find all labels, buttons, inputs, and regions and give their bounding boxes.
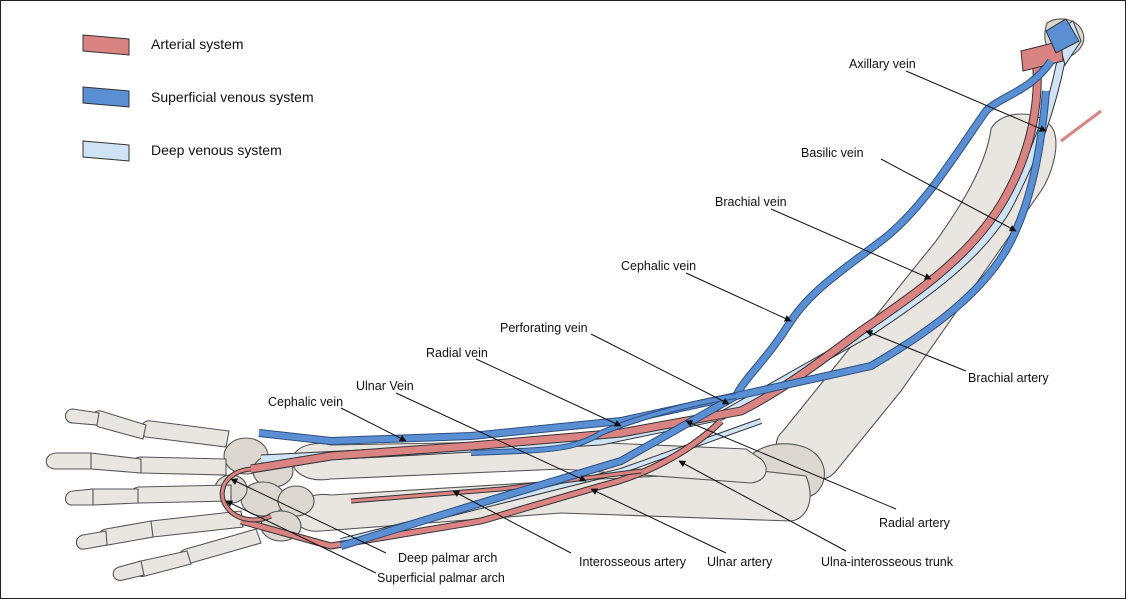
phalanx-bone: [45, 452, 92, 470]
pointer-superficial-palmar-arch: [225, 500, 377, 574]
label-brachial-vein: Brachial vein: [715, 195, 787, 209]
legend-label-deep-venous: Deep venous system: [151, 142, 282, 158]
legend-item-superficial-venous: Superficial venous system: [82, 86, 314, 108]
legend-swatch-arterial: [82, 34, 130, 56]
phalanx-bone: [91, 410, 147, 440]
label-deep-palmar-arch: Deep palmar arch: [398, 551, 497, 565]
metacarpal-bone: [142, 510, 244, 538]
label-ulnar-artery: Ulnar artery: [707, 555, 773, 569]
legend-swatch-superficial-venous: [82, 86, 130, 108]
cephalic-vein: [258, 59, 1054, 445]
legend-item-deep-venous: Deep venous system: [82, 140, 282, 162]
phalanx-bone: [64, 408, 100, 426]
pointer-perforating-vein: [590, 333, 730, 405]
pointer-cephalic-vein-upper: [685, 272, 792, 322]
arterial-vessels: [219, 40, 1102, 550]
basilic-vein: [340, 90, 1049, 549]
label-ulna-interosseous-trunk: Ulna-interosseous trunk: [821, 555, 954, 569]
phalanx-bone: [75, 530, 108, 550]
pointer-interosseous-artery: [452, 490, 572, 554]
interosseous-artery: [350, 469, 642, 503]
axillary-vein-top: [1045, 18, 1080, 54]
metacarpal-bone: [129, 484, 232, 504]
label-perforating-vein: Perforating vein: [500, 321, 588, 335]
label-interosseous-artery: Interosseous artery: [579, 555, 687, 569]
pointer-deep-palmar-arch: [230, 478, 387, 554]
metacarpal-bone: [140, 420, 230, 448]
metacarpal-bone: [131, 456, 227, 476]
label-radial-vein: Radial vein: [426, 346, 488, 360]
pointer-brachial-artery: [865, 330, 967, 372]
labels: Axillary vein Basilic vein Brachial vein…: [268, 57, 1049, 585]
perforating-vein: [470, 394, 737, 455]
label-brachial-artery: Brachial artery: [968, 371, 1049, 385]
label-pointers: [225, 70, 1047, 574]
phalanx-bone: [64, 488, 94, 506]
label-ulnar-vein: Ulnar Vein: [356, 379, 414, 393]
label-axillary-vein: Axillary vein: [849, 57, 916, 71]
legend-item-arterial: Arterial system: [82, 34, 244, 56]
label-superficial-palmar-arch: Superficial palmar arch: [377, 571, 505, 585]
pointer-ulnar-vein: [395, 392, 587, 482]
superficial-venous-vessels: [258, 18, 1080, 550]
brachial-radial-artery: [250, 55, 1041, 473]
pointer-brachial-vein: [770, 208, 932, 280]
pointer-radial-artery: [685, 420, 897, 510]
legend-label-arterial: Arterial system: [151, 36, 244, 52]
pointer-axillary-vein: [905, 70, 1047, 132]
pointer-cephalic-vein-lower: [340, 407, 407, 442]
phalanges: [45, 408, 192, 581]
pointer-basilic-vein: [880, 158, 1017, 232]
pointer-ulna-interosseous-trunk: [678, 460, 847, 552]
label-basilic-vein: Basilic vein: [801, 146, 864, 160]
pointer-radial-vein: [475, 358, 622, 427]
artery-branch: [1060, 109, 1102, 143]
legend: Arterial system Superficial venous syste…: [82, 34, 314, 162]
legend-swatch-deep-venous: [82, 140, 130, 162]
label-cephalic-vein-upper: Cephalic vein: [621, 259, 696, 273]
label-cephalic-vein-lower: Cephalic vein: [268, 395, 343, 409]
pointer-ulnar-artery: [590, 488, 727, 554]
phalanx-bone: [112, 560, 145, 581]
label-radial-artery: Radial artery: [879, 516, 951, 530]
metacarpal-bone: [178, 528, 262, 565]
legend-label-superficial-venous: Superficial venous system: [151, 89, 314, 105]
